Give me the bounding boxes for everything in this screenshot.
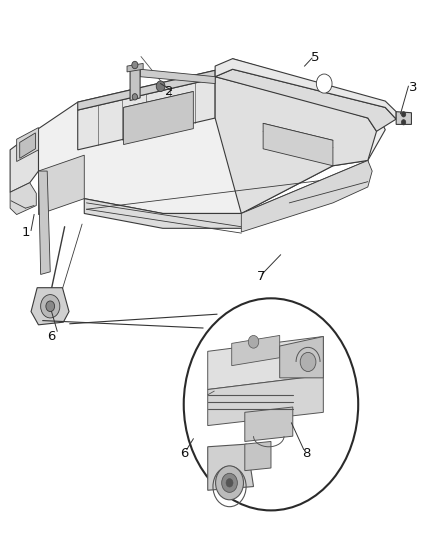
Polygon shape (231, 335, 279, 366)
Polygon shape (279, 336, 322, 378)
Polygon shape (84, 160, 367, 228)
Polygon shape (31, 288, 69, 325)
Polygon shape (215, 59, 395, 119)
Polygon shape (262, 123, 332, 166)
Circle shape (184, 298, 357, 511)
Text: 8: 8 (302, 447, 310, 459)
Polygon shape (39, 70, 385, 214)
Polygon shape (130, 68, 140, 101)
Polygon shape (127, 63, 143, 72)
Circle shape (300, 352, 315, 372)
Text: 5: 5 (311, 51, 319, 63)
Polygon shape (215, 77, 376, 214)
Circle shape (226, 479, 233, 487)
Polygon shape (10, 128, 39, 192)
Text: 6: 6 (180, 447, 188, 459)
Text: 2: 2 (165, 85, 173, 98)
Polygon shape (244, 407, 292, 441)
Polygon shape (39, 171, 50, 274)
Circle shape (131, 61, 138, 69)
Polygon shape (241, 160, 371, 232)
Polygon shape (17, 127, 39, 161)
Circle shape (248, 335, 258, 348)
Polygon shape (39, 155, 84, 215)
Polygon shape (123, 92, 193, 144)
Circle shape (400, 112, 405, 117)
Circle shape (221, 473, 237, 492)
Polygon shape (395, 112, 410, 124)
Polygon shape (140, 69, 215, 84)
Polygon shape (10, 183, 36, 215)
Polygon shape (207, 444, 253, 490)
Circle shape (46, 301, 54, 312)
Polygon shape (78, 70, 215, 110)
Polygon shape (244, 441, 270, 471)
Text: 1: 1 (21, 225, 29, 239)
Polygon shape (207, 375, 322, 425)
Text: 6: 6 (47, 330, 56, 343)
Circle shape (41, 295, 60, 318)
Circle shape (156, 81, 165, 92)
Polygon shape (215, 69, 395, 131)
Polygon shape (78, 78, 215, 150)
Circle shape (400, 119, 405, 125)
Circle shape (215, 466, 243, 500)
Text: 3: 3 (409, 81, 417, 94)
Circle shape (316, 74, 331, 93)
Polygon shape (207, 336, 322, 390)
Polygon shape (20, 133, 35, 158)
Text: 7: 7 (256, 270, 265, 282)
Circle shape (132, 94, 137, 100)
